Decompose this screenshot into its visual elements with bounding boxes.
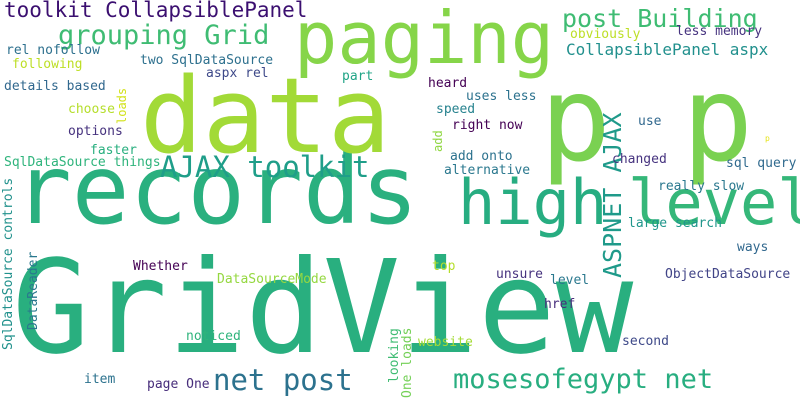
word-obviously: obviously <box>570 27 641 42</box>
word-p-small: p <box>765 134 770 143</box>
word-choose: choose <box>68 102 115 117</box>
word-add-onto: add onto <box>450 149 513 164</box>
word-whether: Whether <box>133 259 188 274</box>
word-objectdatasource: ObjectDataSource <box>665 267 791 282</box>
word-post-building: post Building <box>562 4 758 33</box>
word-level-small: level <box>550 273 590 288</box>
word-uses-less: uses less <box>466 89 537 104</box>
word-part: part <box>342 69 374 84</box>
word-add: add <box>431 130 445 152</box>
word-really-slow: really slow <box>658 179 745 194</box>
word-unsure: unsure <box>496 267 543 282</box>
word-changed: changed <box>612 152 667 167</box>
word-records: records <box>14 134 419 246</box>
word-details-based: details based <box>4 79 106 94</box>
word-grouping-grid: grouping Grid <box>58 20 270 51</box>
word-aspx-rel: aspx rel <box>206 66 269 81</box>
word-loads: loads <box>115 87 129 124</box>
word-second: second <box>622 334 669 349</box>
word-website: website <box>418 335 473 350</box>
word-options: options <box>68 124 123 139</box>
word-two-sqldatasource: two SqlDataSource <box>140 53 274 68</box>
word-sqldatasource-things: SqlDataSource things <box>4 155 161 170</box>
word-less-memory: less memory <box>676 24 763 39</box>
word-high: high <box>458 166 608 239</box>
word-sqldatasource-controls: SqlDataSource controls <box>1 177 16 350</box>
word-heard: heard <box>428 76 468 91</box>
word-rel-nofollow: rel nofollow <box>6 43 100 58</box>
word-item: item <box>84 372 116 387</box>
word-use: use <box>638 114 662 129</box>
word-faster: faster <box>90 143 137 158</box>
word-paging: paging <box>294 0 555 80</box>
word-mosesofegypt-net: mosesofegypt net <box>453 364 714 395</box>
word-following: following <box>12 57 83 72</box>
word-top: top <box>432 259 456 274</box>
word-one-loads: One loads <box>400 327 415 398</box>
word-toolkit-collapsiblepanel: toolkit CollapsiblePanel <box>4 0 308 22</box>
word-data: data <box>140 55 391 177</box>
word-net-post: net post <box>213 363 353 397</box>
word-href: href <box>544 297 576 312</box>
word-level: level <box>628 166 800 239</box>
word-datareader: DataReader <box>26 251 41 330</box>
word-ways: ways <box>737 240 769 255</box>
word-alternative: alternative <box>444 163 531 178</box>
word-datasourcemode: DataSourceMode <box>217 272 327 287</box>
word-gridview: GridView <box>12 233 634 383</box>
word-page-one: page One <box>147 377 210 392</box>
word-speed: speed <box>436 102 476 117</box>
word-ajax-toolkit: AJAX toolkit <box>160 150 370 184</box>
word-noticed: noticed <box>186 329 241 344</box>
word-large-search: large search <box>628 216 722 231</box>
word-aspnet-ajax: ASPNET AJAX <box>598 112 627 278</box>
word-right-now: right now <box>452 118 523 133</box>
word-sql-query: sql query <box>726 156 797 171</box>
word-p-p: p p <box>540 50 754 188</box>
word-collapsiblepanel-aspx: CollapsiblePanel aspx <box>566 40 769 59</box>
